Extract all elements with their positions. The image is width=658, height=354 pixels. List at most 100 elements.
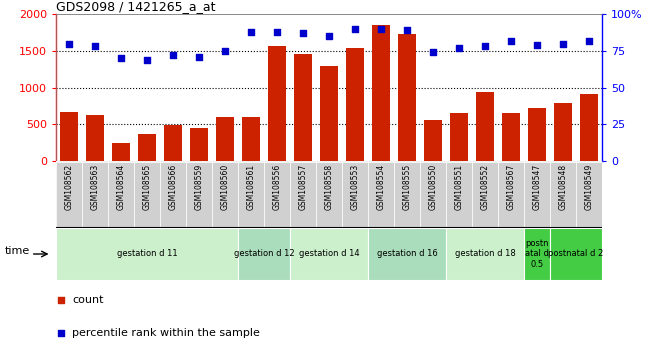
Bar [242, 117, 260, 161]
Text: postnatal d 2: postnatal d 2 [548, 250, 603, 258]
Point [428, 50, 438, 55]
Text: GSM108547: GSM108547 [532, 164, 542, 210]
Bar [450, 113, 468, 161]
Point [454, 45, 465, 51]
Text: GSM108559: GSM108559 [195, 164, 203, 210]
Point [350, 26, 361, 32]
Bar [554, 103, 572, 161]
Bar [190, 128, 208, 161]
FancyBboxPatch shape [550, 162, 576, 227]
Bar [290, 228, 368, 280]
Point [56, 330, 66, 336]
Text: GSM108556: GSM108556 [272, 164, 282, 210]
Text: GSM108551: GSM108551 [455, 164, 463, 210]
FancyBboxPatch shape [446, 162, 472, 227]
FancyBboxPatch shape [576, 162, 602, 227]
Text: gestation d 12: gestation d 12 [234, 250, 294, 258]
Text: GSM108554: GSM108554 [376, 164, 386, 210]
FancyBboxPatch shape [368, 162, 393, 227]
Point [297, 30, 308, 36]
Point [376, 26, 386, 32]
Point [193, 54, 204, 59]
Point [89, 44, 100, 49]
Point [558, 41, 569, 46]
Point [584, 38, 594, 44]
Point [64, 41, 74, 46]
Text: gestation d 18: gestation d 18 [455, 250, 515, 258]
Text: GSM108560: GSM108560 [220, 164, 230, 210]
Bar [238, 228, 290, 280]
Point [56, 298, 66, 303]
Bar [398, 34, 416, 161]
Bar [294, 54, 312, 161]
Bar [368, 228, 446, 280]
FancyBboxPatch shape [524, 162, 550, 227]
Point [532, 42, 542, 48]
Text: GSM108565: GSM108565 [142, 164, 151, 210]
Bar [528, 108, 546, 161]
Point [245, 29, 256, 35]
Text: GSM108557: GSM108557 [299, 164, 307, 210]
Bar [268, 46, 286, 161]
Point [506, 38, 517, 44]
Point [480, 44, 490, 49]
Bar [446, 228, 524, 280]
Text: GSM108550: GSM108550 [428, 164, 438, 210]
Text: GSM108561: GSM108561 [247, 164, 255, 210]
Point [402, 28, 413, 33]
Bar [372, 25, 390, 161]
Text: GSM108567: GSM108567 [507, 164, 516, 210]
Text: GSM108564: GSM108564 [116, 164, 126, 210]
Text: gestation d 11: gestation d 11 [116, 250, 177, 258]
FancyBboxPatch shape [213, 162, 238, 227]
FancyBboxPatch shape [134, 162, 160, 227]
Point [116, 55, 126, 61]
Text: GSM108553: GSM108553 [351, 164, 359, 210]
Bar [476, 92, 494, 161]
Point [168, 52, 178, 58]
Bar [424, 120, 442, 161]
FancyBboxPatch shape [394, 162, 420, 227]
Text: count: count [72, 296, 104, 306]
Bar [216, 117, 234, 161]
Point [220, 48, 230, 54]
Text: GSM108548: GSM108548 [559, 164, 568, 210]
Bar [320, 65, 338, 161]
Bar [524, 228, 550, 280]
Bar [56, 228, 238, 280]
FancyBboxPatch shape [498, 162, 524, 227]
Text: GSM108566: GSM108566 [168, 164, 178, 210]
Bar [138, 134, 156, 161]
Text: GSM108562: GSM108562 [64, 164, 74, 210]
Text: GSM108555: GSM108555 [403, 164, 411, 210]
Bar [112, 143, 130, 161]
FancyBboxPatch shape [238, 162, 264, 227]
Bar [346, 48, 364, 161]
Text: gestation d 16: gestation d 16 [376, 250, 438, 258]
Text: GSM108563: GSM108563 [90, 164, 99, 210]
Text: gestation d 14: gestation d 14 [299, 250, 359, 258]
Point [272, 29, 282, 35]
Bar [502, 113, 520, 161]
Bar [550, 228, 602, 280]
Text: time: time [5, 246, 30, 256]
Text: postn
atal d
0.5: postn atal d 0.5 [525, 239, 549, 269]
FancyBboxPatch shape [316, 162, 342, 227]
Bar [580, 94, 598, 161]
FancyBboxPatch shape [420, 162, 445, 227]
Bar [60, 112, 78, 161]
FancyBboxPatch shape [342, 162, 368, 227]
FancyBboxPatch shape [290, 162, 316, 227]
Point [324, 33, 334, 39]
Bar [86, 115, 104, 161]
Text: GSM108558: GSM108558 [324, 164, 334, 210]
FancyBboxPatch shape [265, 162, 290, 227]
Text: GSM108552: GSM108552 [480, 164, 490, 210]
FancyBboxPatch shape [82, 162, 108, 227]
Text: GSM108549: GSM108549 [584, 164, 594, 210]
Bar [164, 125, 182, 161]
FancyBboxPatch shape [160, 162, 186, 227]
Text: GDS2098 / 1421265_a_at: GDS2098 / 1421265_a_at [56, 0, 215, 13]
FancyBboxPatch shape [108, 162, 134, 227]
Text: percentile rank within the sample: percentile rank within the sample [72, 328, 260, 338]
